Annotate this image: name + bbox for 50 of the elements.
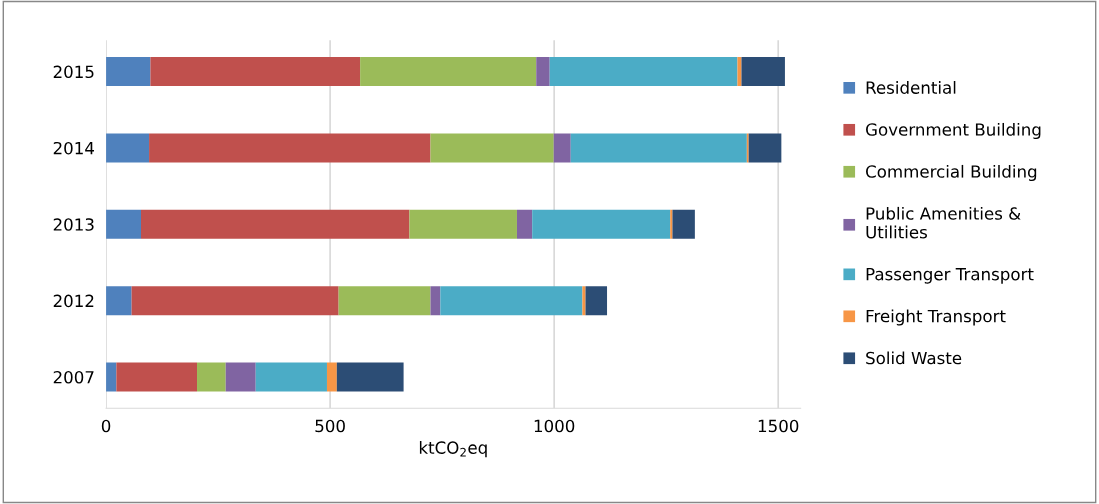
y-tick-label: 2007 <box>53 370 94 384</box>
bar <box>106 286 132 316</box>
legend-label: Freight Transport <box>866 309 1006 326</box>
bar <box>549 57 738 87</box>
x-tick-label: 1000 <box>534 419 575 433</box>
bar <box>338 286 431 316</box>
legend-label: Commercial Building <box>866 164 1037 182</box>
y-tick-label: 2015 <box>53 65 94 79</box>
bar <box>748 133 782 163</box>
x-tick-label: 0 <box>101 419 111 433</box>
legend-label: Government Building <box>866 122 1041 140</box>
x-axis-title: ktCO$_{2}$eq <box>419 441 487 458</box>
y-tick-label: 2013 <box>53 218 94 231</box>
bar <box>737 57 742 87</box>
bar <box>150 57 361 87</box>
bar <box>255 362 327 392</box>
bar <box>326 362 337 392</box>
bar <box>197 362 226 392</box>
legend-label: Passenger Transport <box>866 268 1034 284</box>
bar <box>430 133 554 163</box>
bar <box>409 209 517 239</box>
bar <box>106 362 117 392</box>
bar <box>532 209 671 239</box>
legend-label: Residential <box>866 80 956 94</box>
bar <box>536 57 550 87</box>
bar <box>336 362 404 392</box>
bar <box>360 57 537 87</box>
bar <box>516 209 533 239</box>
x-tick-label: 1500 <box>758 419 799 433</box>
bar <box>741 57 785 87</box>
bar <box>106 57 151 87</box>
y-tick-label: 2012 <box>53 294 94 308</box>
bar <box>585 286 608 316</box>
legend-label: Solid Waste <box>866 351 962 365</box>
bar <box>430 286 441 316</box>
y-tick-label: 2014 <box>53 141 95 155</box>
bar <box>582 286 586 316</box>
bar <box>672 209 695 239</box>
bar <box>225 362 256 392</box>
bar <box>141 209 410 239</box>
bar <box>553 133 571 163</box>
bar <box>131 286 339 316</box>
x-tick-label: 500 <box>315 419 345 433</box>
bar <box>106 209 142 239</box>
bar <box>116 362 198 392</box>
bar <box>149 133 431 163</box>
bar <box>106 133 150 163</box>
legend-label: Public Amenities & Utilities <box>866 206 1021 239</box>
bar <box>440 286 583 316</box>
bar <box>570 133 747 163</box>
